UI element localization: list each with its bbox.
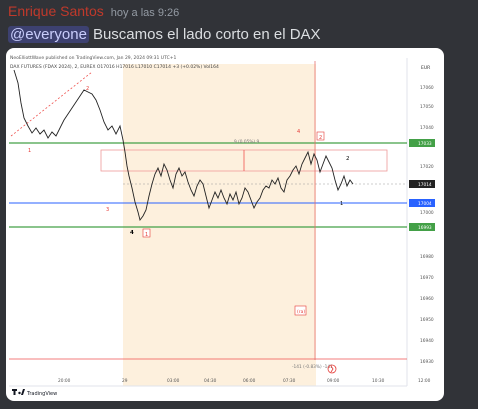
price-label-17050: 17050 — [420, 104, 434, 110]
time-label-29: 29 — [122, 378, 128, 384]
price-label-17020: 17020 — [420, 164, 434, 170]
chart-header-line1: NeoElliottWave published on TradingView.… — [10, 55, 177, 61]
price-tag-17014: 17014 — [418, 182, 432, 188]
wave-label-1-right: 1 — [340, 201, 343, 207]
tradingview-chart: NeoElliottWave published on TradingView.… — [9, 55, 435, 397]
wave-label-4-red: 4 — [297, 129, 300, 135]
chart-header-line2: DAX FUTURES (FDAX 2024), 2, EUREX O17016… — [10, 64, 219, 70]
wave-label-2-top: 2 — [86, 86, 89, 92]
wave-label-4-low: 4 — [130, 230, 134, 236]
price-label-17060: 17060 — [420, 85, 434, 91]
price-series — [13, 69, 354, 222]
time-label-1200: 12:00 — [418, 378, 431, 384]
bottom-measure-label: -141 (-0.83%) -141 — [292, 364, 333, 370]
price-label-16960: 16960 — [420, 296, 434, 302]
currency-label: EUR — [421, 65, 430, 71]
time-label-2000: 20:00 — [58, 378, 71, 384]
price-label-16940: 16940 — [420, 338, 434, 344]
wave-label-2-right: 2 — [346, 156, 350, 162]
message-header: Enrique Santos hoy a las 9:26 — [8, 3, 179, 21]
price-tag-17004: 17004 — [418, 201, 432, 207]
price-label-16930: 16930 — [420, 359, 434, 365]
time-label-0730: 07:30 — [283, 378, 296, 384]
wave-box-ra: (ra) — [297, 309, 305, 315]
author-name[interactable]: Enrique Santos — [8, 3, 104, 19]
wave-label-1: 1 — [28, 148, 31, 154]
time-label-1030: 10:30 — [372, 378, 385, 384]
everyone-mention[interactable]: @everyone — [8, 25, 89, 43]
price-label-16970: 16970 — [420, 275, 434, 281]
price-axis: 17060 17050 17040 17033 17020 17014 1700… — [409, 85, 435, 365]
trendline-dashed[interactable] — [10, 71, 93, 137]
wave-label-3: 3 — [106, 207, 109, 213]
time-axis: 20:00 29 03:00 04:30 06:00 07:30 09:00 1… — [58, 378, 431, 384]
session-highlight — [123, 64, 316, 386]
message-text: Buscamos el lado corto en el DAX — [92, 25, 321, 43]
wave-box-1: 1 — [145, 232, 148, 238]
tradingview-logo-text: TradingView — [26, 391, 57, 397]
chart-image-attachment[interactable]: NeoElliottWave published on TradingView.… — [6, 48, 444, 401]
replay-icon[interactable] — [327, 364, 337, 374]
message-timestamp: hoy a las 9:26 — [110, 7, 180, 19]
wave-box-2: 2 — [319, 135, 322, 141]
time-label-0600: 06:00 — [243, 378, 256, 384]
time-label-0430: 04:30 — [204, 378, 217, 384]
time-label-0300: 03:00 — [167, 378, 180, 384]
price-label-16950: 16950 — [420, 317, 434, 323]
price-tag-17033: 17033 — [418, 141, 432, 147]
message-content: @everyone Buscamos el lado corto en el D… — [8, 24, 321, 44]
price-tag-16993: 16993 — [418, 225, 432, 231]
price-label-17000: 17000 — [420, 210, 434, 216]
tradingview-logo: TradingView — [12, 389, 57, 397]
range-measure-label: 9 (0.05%) 9 — [234, 139, 259, 145]
time-label-0900: 09:00 — [327, 378, 340, 384]
price-label-17040: 17040 — [420, 125, 434, 131]
price-label-16980: 16980 — [420, 254, 434, 260]
